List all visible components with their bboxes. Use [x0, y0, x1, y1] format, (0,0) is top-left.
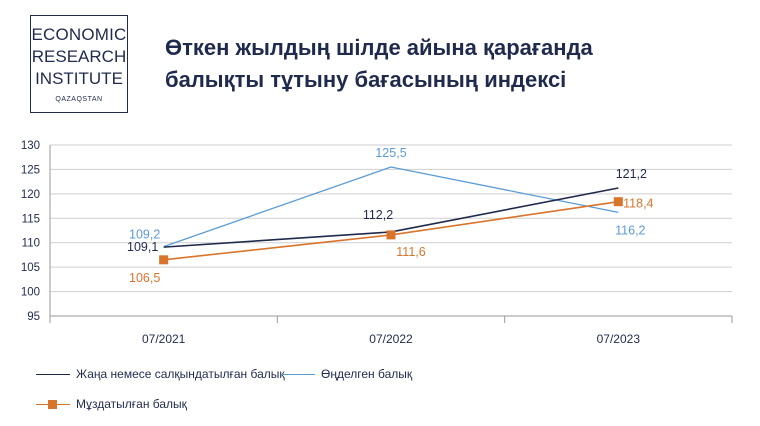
logo-line-3: INSTITUTE [35, 69, 123, 88]
legend-item-frozen-fish: Мұздатылған балық [36, 397, 187, 411]
data-label: 118,4 [623, 197, 653, 211]
logo-line-1: ECONOMIC [31, 25, 127, 44]
x-tick-label: 07/2021 [142, 332, 186, 346]
data-label: 116,2 [615, 223, 645, 237]
y-tick-label: 115 [22, 213, 40, 225]
x-tick-label: 07/2023 [597, 332, 641, 346]
legend-label-frozen: Мұздатылған балық [76, 397, 187, 411]
frozen-point-marker [159, 255, 169, 265]
data-label: 121,2 [616, 167, 647, 181]
data-label: 109,1 [127, 240, 158, 254]
data-label: 125,5 [375, 146, 406, 160]
y-tick-label: 120 [21, 189, 40, 201]
legend-line-processed [281, 373, 315, 375]
y-tick-label: 105 [21, 262, 40, 274]
institute-logo: ECONOMIC RESEARCH INSTITUTE QAZAQSTAN [30, 15, 128, 113]
frozen-point-marker [386, 230, 396, 240]
chart-title: Өткен жылдың шілде айына қарағанда балық… [165, 32, 593, 96]
logo-line-2: RESEARCH [31, 47, 127, 66]
frozen-point-marker [613, 197, 623, 207]
chart-title-line-1: Өткен жылдың шілде айына қарағанда [165, 35, 593, 60]
data-label: 112,2 [363, 208, 393, 222]
y-tick-label: 95 [27, 311, 40, 323]
data-label: 106,5 [129, 271, 160, 285]
legend-line-frozen [36, 399, 70, 409]
y-tick-label: 110 [22, 238, 40, 250]
y-tick-label: 100 [21, 287, 40, 299]
legend-item-processed-fish: Өңделген балық [281, 367, 412, 381]
chart-title-line-2: балықты тұтыну бағасының индексі [165, 67, 567, 92]
legend-item-fresh-fish: Жаңа немесе салқындатылған балық [36, 367, 285, 381]
legend-square-marker [48, 399, 57, 409]
data-label: 111,6 [396, 245, 425, 259]
data-label: 109,2 [129, 228, 160, 242]
x-tick-label: 07/2022 [369, 332, 413, 346]
logo-line-4: QAZAQSTAN [55, 96, 103, 103]
series-line-1 [163, 166, 619, 248]
y-tick-label: 125 [21, 164, 40, 176]
legend-line-fresh [36, 373, 70, 375]
legend-label-fresh: Жаңа немесе салқындатылған балық [76, 367, 285, 381]
y-tick-label: 130 [21, 140, 40, 152]
legend-label-processed: Өңделген балық [321, 367, 413, 381]
